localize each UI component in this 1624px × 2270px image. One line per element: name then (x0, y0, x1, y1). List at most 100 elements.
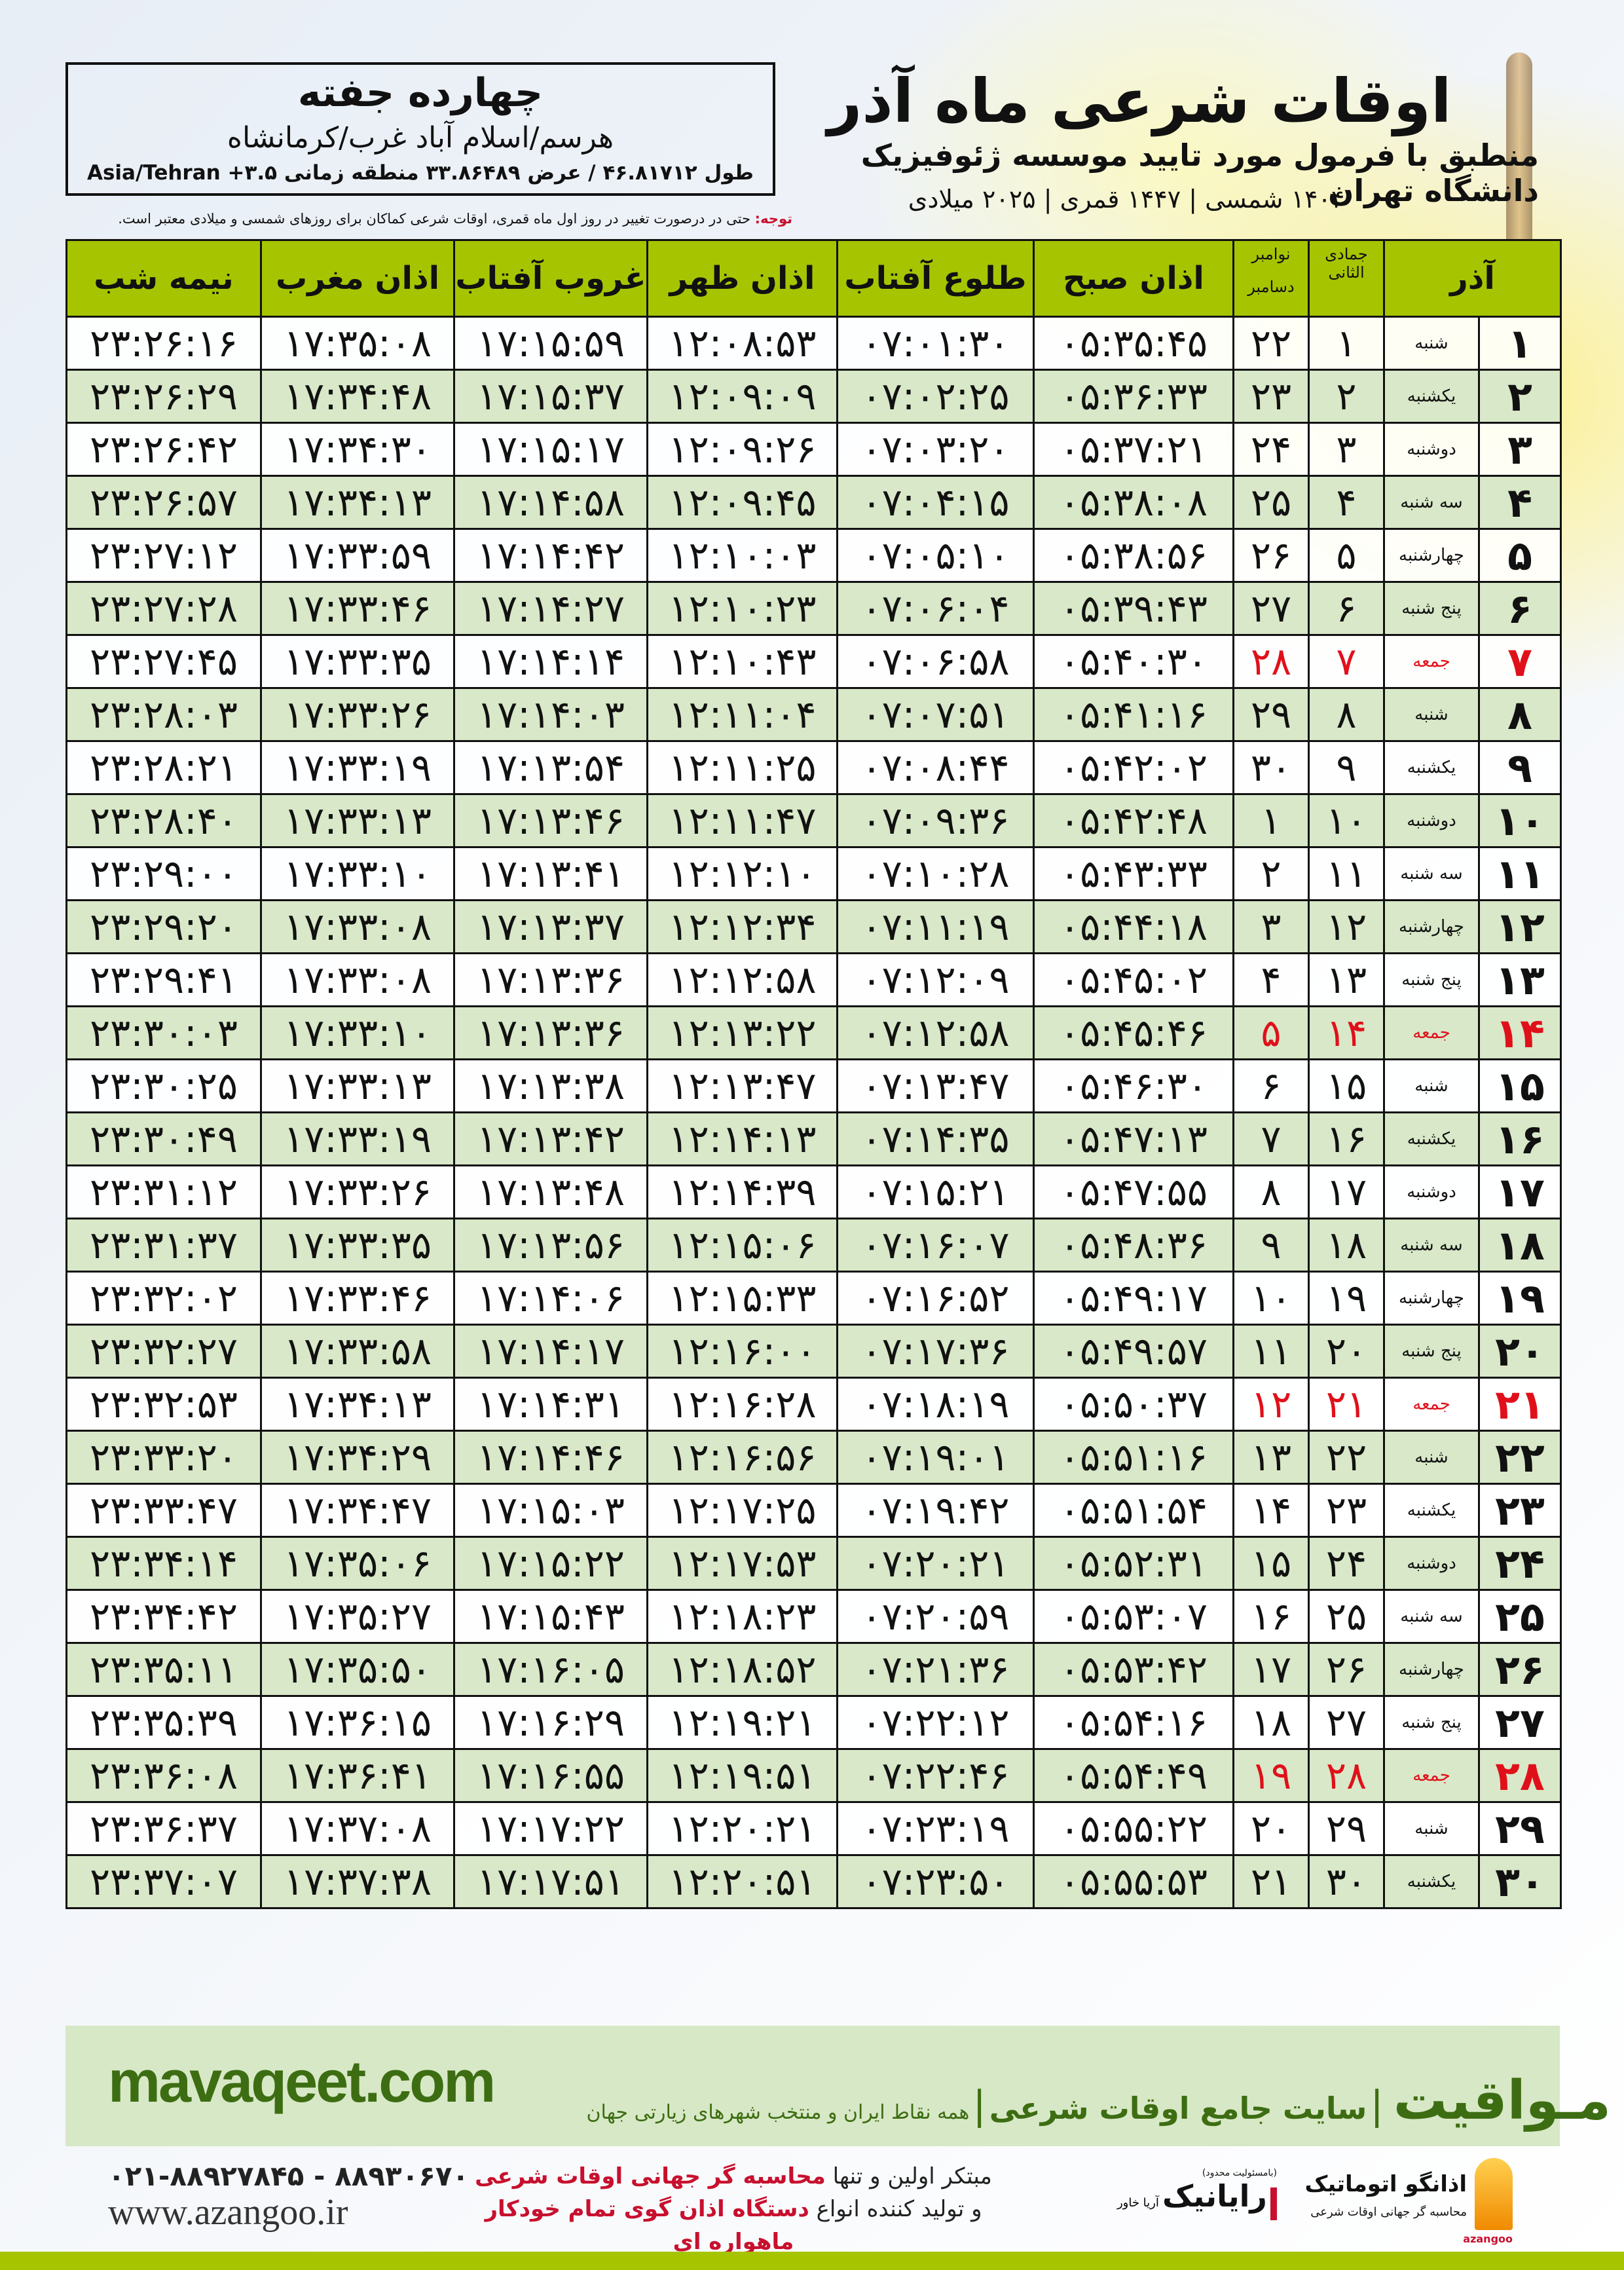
cell-sobh: ۰۵:۵۰:۳۷ (1033, 1377, 1234, 1432)
cell-sobh: ۰۵:۴۴:۱۸ (1033, 899, 1234, 954)
cell-ghorub: ۱۷:۱۴:۱۷ (453, 1324, 648, 1379)
cell-day: ۱۵ (1478, 1058, 1562, 1113)
cell-nimeh: ۲۳:۳۴:۴۲ (65, 1589, 262, 1644)
cell-ghorub: ۱۷:۱۳:۳۷ (453, 899, 648, 954)
cell-greg: ۳ (1232, 899, 1310, 954)
cell-weekday: جمعه (1383, 1748, 1480, 1803)
rayanik-name: رایانیک (1162, 2178, 1267, 2214)
note: توجه: حتی در درصورت تغییر در روز اول ماه… (65, 211, 792, 227)
cell-nimeh: ۲۳:۲۹:۰۰ (65, 846, 262, 901)
table-row: ۱۸ سه شنبه ۱۸ ۹ ۰۵:۴۸:۳۶ ۰۷:۱۶:۰۷ ۱۲:۱۵:۰۶ ۱۷:۱… (65, 1218, 1562, 1273)
cell-day: ۲۲ (1478, 1430, 1562, 1485)
cell-greg: ۱۵ (1232, 1536, 1310, 1591)
cell-day: ۴ (1478, 475, 1562, 530)
cell-ghorub: ۱۷:۱۳:۴۸ (453, 1164, 648, 1219)
cell-greg: ۸ (1232, 1164, 1310, 1219)
cell-tolu: ۰۷:۲۳:۵۰ (836, 1854, 1035, 1909)
cell-nimeh: ۲۳:۳۵:۱۱ (65, 1642, 262, 1697)
cell-ghorub: ۱۷:۱۴:۰۶ (453, 1271, 648, 1326)
cell-zohr: ۱۲:۱۷:۲۵ (646, 1483, 838, 1538)
table-row: ۲۱ جمعه ۲۱ ۱۲ ۰۵:۵۰:۳۷ ۰۷:۱۸:۱۹ ۱۲:۱۶:۲۸ ۱۷:۱۴:… (65, 1377, 1562, 1432)
cell-sobh: ۰۵:۳۶:۳۳ (1033, 369, 1234, 424)
cell-day: ۵ (1478, 528, 1562, 583)
cell-weekday: شنبه (1383, 1058, 1480, 1113)
cell-day: ۱۳ (1478, 952, 1562, 1007)
table-row: ۳۰ یکشنبه ۳۰ ۲۱ ۰۵:۵۵:۵۳ ۰۷:۲۳:۵۰ ۱۲:۲۰:۵۱ ۱۷:۱… (65, 1854, 1562, 1909)
table-row: ۱۴ جمعه ۱۴ ۵ ۰۵:۴۵:۴۶ ۰۷:۱۲:۵۸ ۱۲:۱۳:۲۲ ۱۷:۱۳:۳… (65, 1005, 1562, 1060)
cell-hijri: ۱ (1308, 316, 1385, 371)
cell-tolu: ۰۷:۲۲:۱۲ (836, 1695, 1035, 1750)
cell-ghorub: ۱۷:۱۶:۲۹ (453, 1695, 648, 1750)
table-row: ۱۳ پنج شنبه ۱۳ ۴ ۰۵:۴۵:۰۲ ۰۷:۱۲:۰۹ ۱۲:۱۲:۵۸ ۱۷:… (65, 952, 1562, 1007)
cell-nimeh: ۲۳:۲۹:۴۱ (65, 952, 262, 1007)
cell-sobh: ۰۵:۵۵:۲۲ (1033, 1801, 1234, 1856)
cell-sobh: ۰۵:۴۰:۳۰ (1033, 634, 1234, 689)
cell-day: ۸ (1478, 687, 1562, 742)
cell-sobh: ۰۵:۳۹:۴۳ (1033, 581, 1234, 636)
cell-ghorub: ۱۷:۱۴:۴۶ (453, 1430, 648, 1485)
cell-greg: ۲۶ (1232, 528, 1310, 583)
cell-day: ۶ (1478, 581, 1562, 636)
cell-greg: ۶ (1232, 1058, 1310, 1113)
cell-greg: ۱۰ (1232, 1271, 1310, 1326)
table-row: ۲۰ پنج شنبه ۲۰ ۱۱ ۰۵:۴۹:۵۷ ۰۷:۱۷:۳۶ ۱۲:۱۶:۰۰ ۱۷… (65, 1324, 1562, 1379)
header-zohr: اذان ظهر (646, 239, 838, 318)
cell-ghorub: ۱۷:۱۳:۵۶ (453, 1218, 648, 1273)
cell-weekday: شنبه (1383, 687, 1480, 742)
page-title: اوقات شرعی ماه آذر (827, 66, 1452, 136)
header-gregorian: نوامبر دسامبر (1232, 239, 1310, 318)
cell-hijri: ۲۷ (1308, 1695, 1385, 1750)
cell-ghorub: ۱۷:۱۵:۴۳ (453, 1589, 648, 1644)
advert-line2: و تولید کننده انواع (809, 2196, 982, 2222)
cell-zohr: ۱۲:۱۱:۲۵ (646, 740, 838, 795)
cell-maghreb: ۱۷:۳۶:۴۱ (260, 1748, 455, 1803)
cell-nimeh: ۲۳:۲۶:۱۶ (65, 316, 262, 371)
footer-banner (65, 2026, 1560, 2146)
cell-tolu: ۰۷:۱۱:۱۹ (836, 899, 1035, 954)
cell-maghreb: ۱۷:۳۳:۱۹ (260, 1111, 455, 1166)
cell-tolu: ۰۷:۲۱:۳۶ (836, 1642, 1035, 1697)
cell-tolu: ۰۷:۰۶:۵۸ (836, 634, 1035, 689)
cell-sobh: ۰۵:۴۷:۱۳ (1033, 1111, 1234, 1166)
note-text: حتی در درصورت تغییر در روز اول ماه قمری،… (118, 211, 755, 227)
table-row: ۱۱ سه شنبه ۱۱ ۲ ۰۵:۴۳:۳۳ ۰۷:۱۰:۲۸ ۱۲:۱۲:۱۰ ۱۷:۱… (65, 846, 1562, 901)
cell-maghreb: ۱۷:۳۷:۳۸ (260, 1854, 455, 1909)
cell-hijri: ۷ (1308, 634, 1385, 689)
cell-weekday: چهارشنبه (1383, 1271, 1480, 1326)
site-link[interactable]: mavaqeet.com (108, 2049, 496, 2115)
cell-sobh: ۰۵:۳۸:۰۸ (1033, 475, 1234, 530)
cell-hijri: ۱۷ (1308, 1164, 1385, 1219)
cell-hijri: ۲۵ (1308, 1589, 1385, 1644)
cell-ghorub: ۱۷:۱۴:۰۳ (453, 687, 648, 742)
table-row: ۲۲ شنبه ۲۲ ۱۳ ۰۵:۵۱:۱۶ ۰۷:۱۹:۰۱ ۱۲:۱۶:۵۶ ۱۷:۱۴:… (65, 1430, 1562, 1485)
cell-weekday: چهارشنبه (1383, 1642, 1480, 1697)
cell-greg: ۳۰ (1232, 740, 1310, 795)
cell-maghreb: ۱۷:۳۴:۳۰ (260, 422, 455, 477)
cell-zohr: ۱۲:۱۶:۰۰ (646, 1324, 838, 1379)
header-greg-bottom: دسامبر (1247, 278, 1295, 296)
cell-weekday: چهارشنبه (1383, 528, 1480, 583)
header-greg-top: نوامبر (1251, 245, 1291, 263)
page-subtitle: منطبق با فرمول مورد تایید موسسه ژئوفیزیک… (860, 138, 1539, 208)
cell-ghorub: ۱۷:۱۵:۲۲ (453, 1536, 648, 1591)
cell-nimeh: ۲۳:۳۶:۳۷ (65, 1801, 262, 1856)
header-tolu: طلوع آفتاب (836, 239, 1035, 318)
cell-sobh: ۰۵:۵۴:۱۶ (1033, 1695, 1234, 1750)
cell-sobh: ۰۵:۳۸:۵۶ (1033, 528, 1234, 583)
cell-hijri: ۶ (1308, 581, 1385, 636)
cell-zohr: ۱۲:۰۸:۵۳ (646, 316, 838, 371)
cell-ghorub: ۱۷:۱۳:۳۸ (453, 1058, 648, 1113)
cell-day: ۱۷ (1478, 1164, 1562, 1219)
cell-greg: ۴ (1232, 952, 1310, 1007)
cell-ghorub: ۱۷:۱۵:۵۹ (453, 316, 648, 371)
cell-sobh: ۰۵:۴۵:۴۶ (1033, 1005, 1234, 1060)
cell-nimeh: ۲۳:۳۲:۵۳ (65, 1377, 262, 1432)
header-hijri: جمادی الثانی (1308, 239, 1385, 318)
azangoo-link[interactable]: www.azangoo.ir (108, 2192, 348, 2233)
cell-maghreb: ۱۷:۳۳:۳۵ (260, 1218, 455, 1273)
cell-sobh: ۰۵:۳۵:۴۵ (1033, 316, 1234, 371)
cell-hijri: ۱۶ (1308, 1111, 1385, 1166)
cell-zohr: ۱۲:۱۵:۰۶ (646, 1218, 838, 1273)
cell-hijri: ۱۲ (1308, 899, 1385, 954)
cell-greg: ۱۸ (1232, 1695, 1310, 1750)
